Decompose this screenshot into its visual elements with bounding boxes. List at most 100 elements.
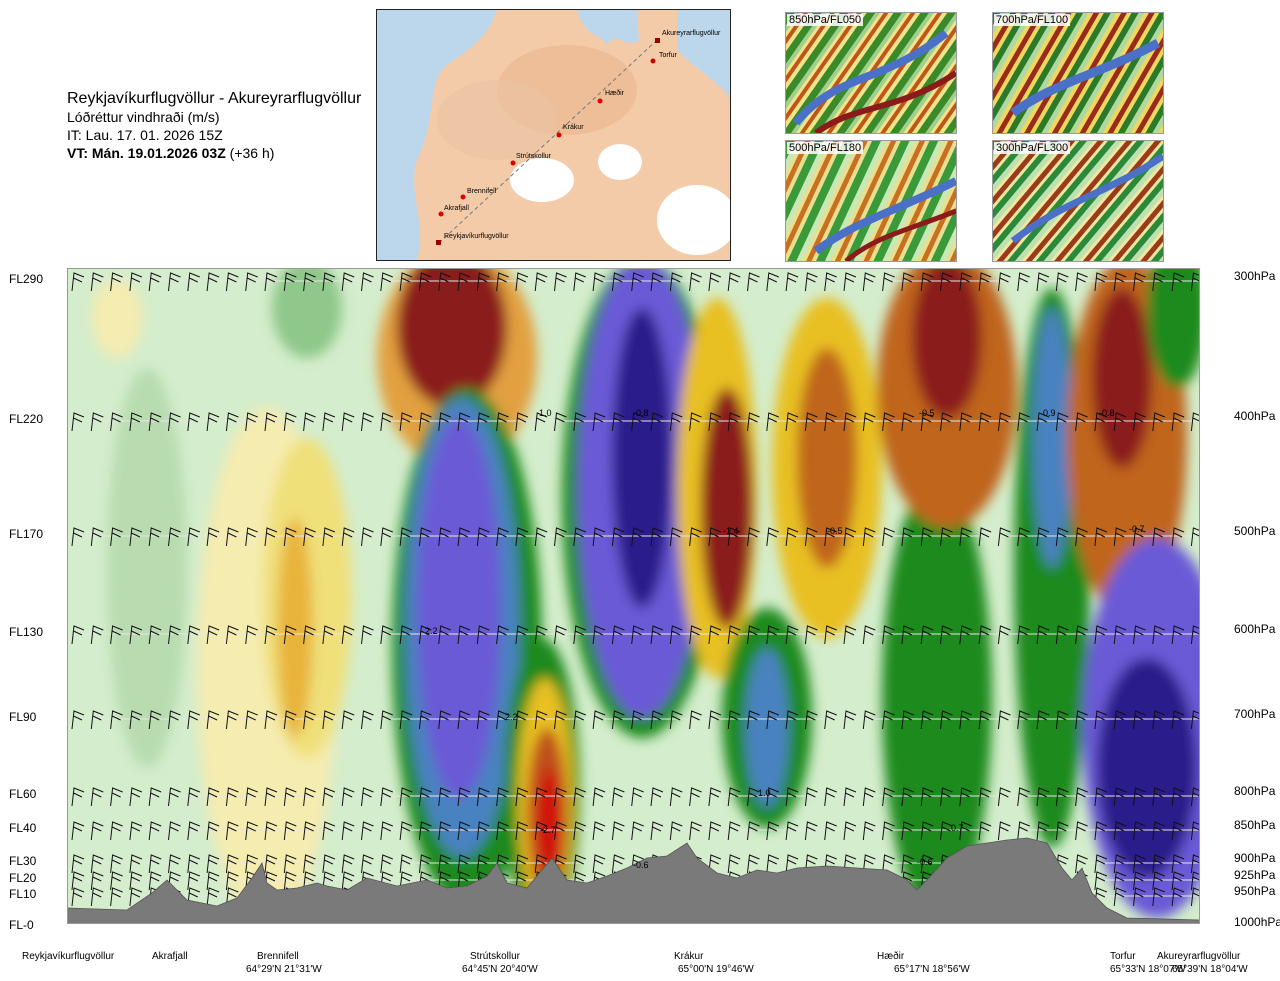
wind-barb [554,527,567,547]
wind-barb [920,787,934,807]
value-label: -0.6 [633,860,649,870]
wind-barb [650,821,664,841]
thumbnail-700hpa[interactable]: 700hPa/FL100 [992,12,1164,134]
wind-barb [920,821,934,841]
wind-barb [1133,854,1146,874]
wind-barb [71,272,85,292]
wind-barb [554,821,567,841]
wind-barb [71,887,85,907]
wind-barb [573,710,586,730]
map-label-reykjavik: Reykjavíkurflugvöllur [444,233,509,240]
value-label: 0.9 [1043,408,1056,418]
wind-barb [90,625,104,645]
wind-barb [187,625,200,645]
wind-barb [1152,787,1165,807]
wind-barb [129,412,143,432]
issue-time: IT: Lau. 17. 01. 2026 15Z [67,127,223,143]
wind-barb [361,710,374,730]
wind-barb [515,272,529,292]
wind-barb [264,821,278,841]
wind-barb [1113,412,1127,432]
fl-tick-label: FL130 [9,625,44,639]
wind-barb [1017,710,1030,730]
wind-barb [534,854,548,874]
wind-barb [1017,787,1030,807]
fl-tick-label: FL40 [9,821,37,835]
thumbnail-850hpa[interactable]: 850hPa/FL050 [785,12,957,134]
map-label-krakur: Krákur [563,124,584,131]
wind-barb [168,527,181,547]
pressure-tick-label: 925hPa [1234,868,1276,882]
wind-barb [843,787,857,807]
wind-barb [361,854,374,874]
wind-barb [380,272,393,292]
wind-barb [361,821,374,841]
wind-barb [418,710,432,730]
wind-barb [341,527,355,547]
wind-barb [1133,272,1146,292]
valid-time-bold: VT: Mán. 19.01.2026 03Z [67,145,226,161]
wind-barb [438,854,451,874]
wind-barb [592,272,606,292]
thumbnail-500hpa[interactable]: 500hPa/FL180 [785,140,957,262]
wind-barb [457,625,471,645]
wind-barb [843,412,857,432]
wind-barb [322,787,336,807]
wind-barb [804,272,818,292]
wind-barb [283,710,297,730]
thumbnail-300hpa[interactable]: 300hPa/FL300 [992,140,1164,262]
wind-barb [708,527,722,547]
wind-barb [380,710,393,730]
wind-barb [766,821,779,841]
wind-barb [940,821,953,841]
wind-barb [90,787,104,807]
coord-torfur: 65°33'N 18°07'W [1110,964,1186,975]
fl-tick-label: FL20 [9,871,37,885]
wind-barb [187,527,200,547]
wind-barb [418,625,432,645]
wind-barb [554,787,567,807]
location-akureyri: Akureyrarflugvöllur [1157,951,1241,962]
wind-barb [689,787,702,807]
wind-barb [225,710,239,730]
location-reykjavik: Reykjavíkurflugvöllur [22,951,115,962]
wind-barb [1055,787,1069,807]
wind-barb [1113,625,1127,645]
wind-barb [862,710,876,730]
wind-barb [940,272,953,292]
wind-barb [689,625,702,645]
wind-barb [515,787,529,807]
wind-barb [476,625,490,645]
wind-barb [303,821,316,841]
wind-barb [380,412,393,432]
wind-barb [71,854,85,874]
wind-barb [71,527,85,547]
pressure-tick-label: 600hPa [1234,622,1276,636]
wind-barb [1152,625,1165,645]
wind-barb [168,710,181,730]
wind-barb [843,710,857,730]
wind-barb [554,272,567,292]
wind-barb [168,821,181,841]
vertical-velocity-field [92,268,1200,924]
wind-barb [496,710,509,730]
coord-krakur: 65°00'N 19°46'W [678,964,754,975]
wind-barb [457,412,471,432]
wind-barb [322,527,336,547]
wind-barb [148,787,162,807]
wind-barb [399,272,413,292]
wind-barb [766,854,779,874]
value-label: -0.8 [633,408,649,418]
wind-barb [611,710,625,730]
wind-barb [573,272,586,292]
pressure-tick-label: 700hPa [1234,707,1276,721]
wind-barb [978,787,992,807]
wind-barb [322,625,336,645]
wind-barb [399,412,413,432]
wind-barb [1113,787,1127,807]
wind-barb [940,625,953,645]
value-label: -1.4 [723,526,739,536]
wind-barb [1036,625,1050,645]
wind-barb [303,625,316,645]
pressure-tick-label: 300hPa [1234,269,1276,283]
